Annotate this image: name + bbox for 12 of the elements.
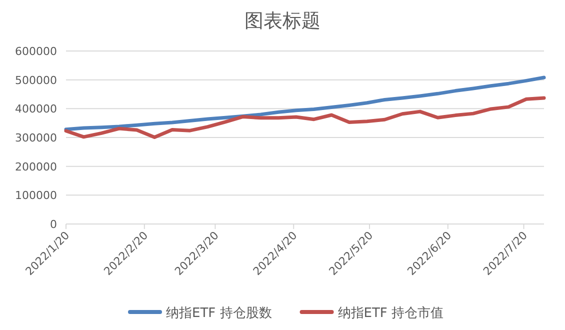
y-tick-label: 300000 <box>15 132 57 144</box>
chart-title: 图表标题 <box>244 10 320 32</box>
line-series <box>64 76 546 132</box>
line-series <box>64 96 546 139</box>
legend-label: 纳指ETF 持仓市值 <box>338 306 444 321</box>
legend-label: 纳指ETF 持仓股数 <box>166 306 272 321</box>
y-tick-label: 600000 <box>15 45 57 58</box>
y-tick-label: 200000 <box>15 160 57 174</box>
y-tick-label: 0 <box>50 218 57 231</box>
y-tick-label: 100000 <box>15 189 57 202</box>
y-tick-label: 400000 <box>15 102 57 116</box>
y-tick-label: 500000 <box>15 74 57 87</box>
